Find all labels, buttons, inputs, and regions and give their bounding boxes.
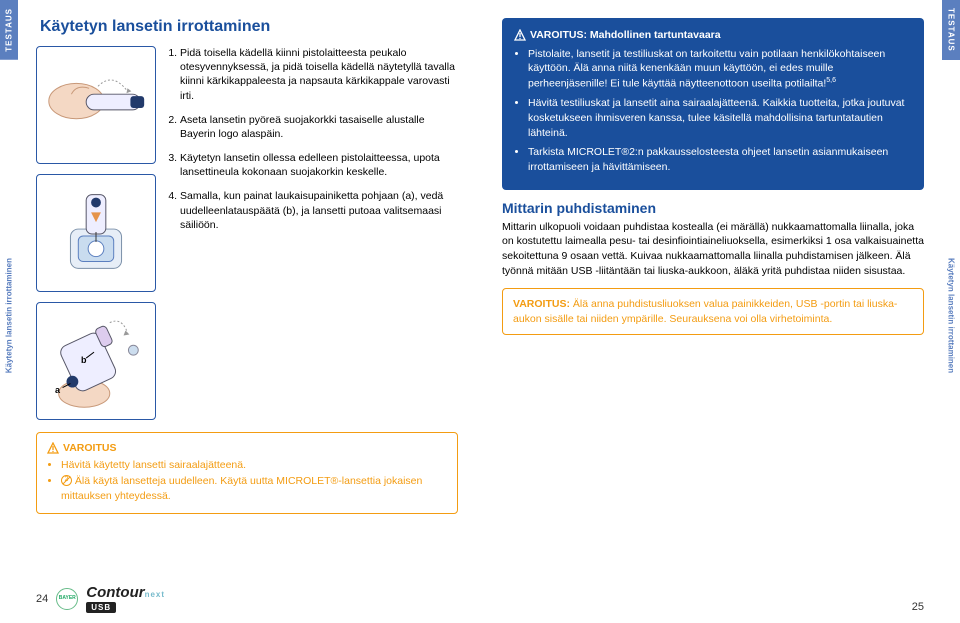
step-4: Samalla, kun painat laukaisupainiketta p…	[180, 189, 458, 232]
illustration-column: a b	[36, 46, 156, 420]
blue-item-1: Pistolaite, lansetit ja testiliuskat on …	[528, 47, 912, 92]
step-3: Käytetyn lansetin ollessa edelleen pisto…	[180, 151, 458, 179]
step-2: Aseta lansetin pyöreä suojakorkki tasais…	[180, 113, 458, 141]
warning-icon	[514, 29, 526, 41]
label-a: a	[55, 385, 60, 395]
warn-item-1: Hävitä käytetty lansetti sairaalajätteen…	[61, 458, 447, 472]
page-left: Käytetyn lansetin irrottaminen	[0, 0, 480, 623]
blue-item-3: Tarkista MICROLET®2:n pakkausselosteesta…	[528, 145, 912, 174]
footer-brand: 24 BAYER Contournext USB	[36, 584, 165, 613]
cleaning-body: Mittarin ulkopuoli voidaan puhdistaa kos…	[502, 220, 924, 279]
brand-usb: USB	[86, 602, 116, 613]
page-right: VAROITUS: Mahdollinen tartuntavaara Pist…	[480, 0, 960, 623]
label-b: b	[81, 355, 87, 365]
warn-item-2: Älä käytä lansetteja uudelleen. Käytä uu…	[61, 474, 447, 502]
illustration-3: a b	[36, 302, 156, 420]
no-reuse-icon	[61, 475, 72, 486]
page-title: Käytetyn lansetin irrottaminen	[40, 18, 458, 36]
blue-warning-box: VAROITUS: Mahdollinen tartuntavaara Pist…	[502, 18, 924, 190]
illustration-2	[36, 174, 156, 292]
bayer-logo-icon: BAYER	[56, 588, 78, 610]
warning-box-right: VAROITUS: Älä anna puhdistusliuoksen val…	[502, 288, 924, 334]
warn2-body: Älä anna puhdistusliuoksen valua painikk…	[513, 298, 897, 324]
warning-title: VAROITUS	[47, 441, 447, 455]
step-1: Pidä toisella kädellä kiinni pistolaitte…	[180, 46, 458, 103]
warning-box-left: VAROITUS Hävitä käytetty lansetti sairaa…	[36, 432, 458, 514]
warning-icon	[47, 442, 59, 454]
cleaning-title: Mittarin puhdistaminen	[502, 200, 924, 216]
warn2-title: VAROITUS:	[513, 298, 570, 310]
numbered-steps: Pidä toisella kädellä kiinni pistolaitte…	[166, 46, 458, 420]
brand-next: next	[145, 590, 165, 599]
brand-contour: Contour	[86, 584, 144, 601]
page-number-right: 25	[912, 601, 924, 613]
blue-warning-title: VAROITUS: Mahdollinen tartuntavaara	[530, 28, 721, 43]
page-number-left: 24	[36, 593, 48, 605]
blue-item-2: Hävitä testiliuskat ja lansetit aina sai…	[528, 96, 912, 140]
illustration-1	[36, 46, 156, 164]
